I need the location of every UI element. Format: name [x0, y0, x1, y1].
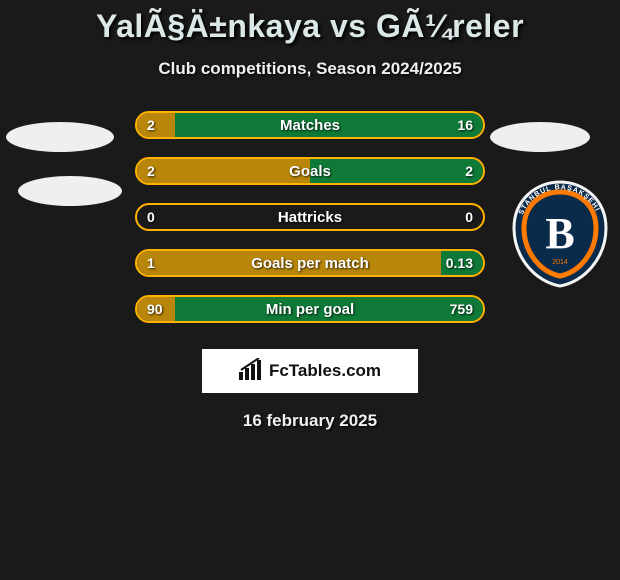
stat-value-left: 2 [147, 117, 155, 133]
stat-row: 2 2 Goals [135, 157, 485, 185]
stat-row: 90 759 Min per goal [135, 295, 485, 323]
subtitle: Club competitions, Season 2024/2025 [0, 59, 620, 79]
fill-left [137, 159, 310, 183]
fill-right [310, 159, 483, 183]
side-ellipse [18, 176, 122, 206]
stat-value-right: 0.13 [446, 255, 473, 271]
fill-left [137, 113, 175, 137]
stat-value-right: 2 [465, 163, 473, 179]
date: 16 february 2025 [0, 411, 620, 431]
stat-row: 2 16 Matches [135, 111, 485, 139]
page-title: YalÃ§Ä±nkaya vs GÃ¼reler [0, 8, 620, 45]
stat-label: Min per goal [266, 301, 354, 318]
club-badge: ISTANBUL BAŞAKŞEHİR B 2014 [510, 178, 610, 288]
stat-value-left: 1 [147, 255, 155, 271]
badge-year: 2014 [552, 259, 568, 266]
stat-value-right: 759 [450, 301, 473, 317]
bars-icon [239, 358, 263, 385]
stat-value-right: 0 [465, 209, 473, 225]
brand-badge: FcTables.com [202, 349, 418, 393]
stat-row: 1 0.13 Goals per match [135, 249, 485, 277]
side-ellipse [6, 122, 114, 152]
stat-value-left: 2 [147, 163, 155, 179]
stats-container: 2 16 Matches 2 2 Goals 0 0 Hattricks 1 0.13 Goals p… [135, 111, 485, 323]
stat-label: Goals per match [251, 255, 369, 272]
stat-row: 0 0 Hattricks [135, 203, 485, 231]
badge-letter: B [545, 209, 574, 258]
side-ellipse [490, 122, 590, 152]
stat-value-right: 16 [457, 117, 473, 133]
stat-label: Matches [280, 117, 340, 134]
stat-label: Goals [289, 163, 331, 180]
stat-label: Hattricks [278, 209, 342, 226]
brand-text: FcTables.com [269, 361, 381, 381]
stat-value-left: 90 [147, 301, 163, 317]
stat-value-left: 0 [147, 209, 155, 225]
